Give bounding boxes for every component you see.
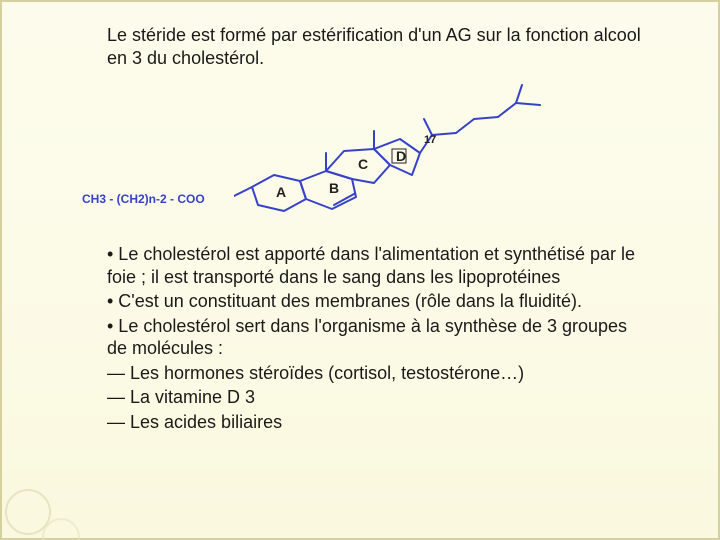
bullet-2: • C'est un constituant des membranes (rô… [107, 290, 652, 313]
steroid-skeleton-svg: A B C D 17 [234, 77, 614, 237]
slide-content: Le stéride est formé par estérification … [107, 24, 652, 435]
ring-label-B: B [329, 180, 339, 196]
bullet-3: • Le cholestérol sert dans l'organisme à… [107, 315, 652, 360]
ring-label-C: C [358, 156, 368, 172]
dash-1: — Les hormones stéroïdes (cortisol, test… [107, 362, 652, 385]
cholesterol-diagram: CH3 - (CH2)n-2 - COO [82, 77, 622, 237]
ring-label-D: D [396, 148, 406, 164]
bullet-1: • Le cholestérol est apporté dans l'alim… [107, 243, 652, 288]
intro-text: Le stéride est formé par estérification … [107, 24, 652, 69]
dash-2: — La vitamine D 3 [107, 386, 652, 409]
bullets-block: • Le cholestérol est apporté dans l'alim… [107, 243, 652, 433]
dash-3: — Les acides biliaires [107, 411, 652, 434]
fatty-acid-formula: CH3 - (CH2)n-2 - COO [82, 192, 205, 207]
carbon-17-label: 17 [424, 134, 436, 146]
ring-label-A: A [276, 184, 286, 200]
